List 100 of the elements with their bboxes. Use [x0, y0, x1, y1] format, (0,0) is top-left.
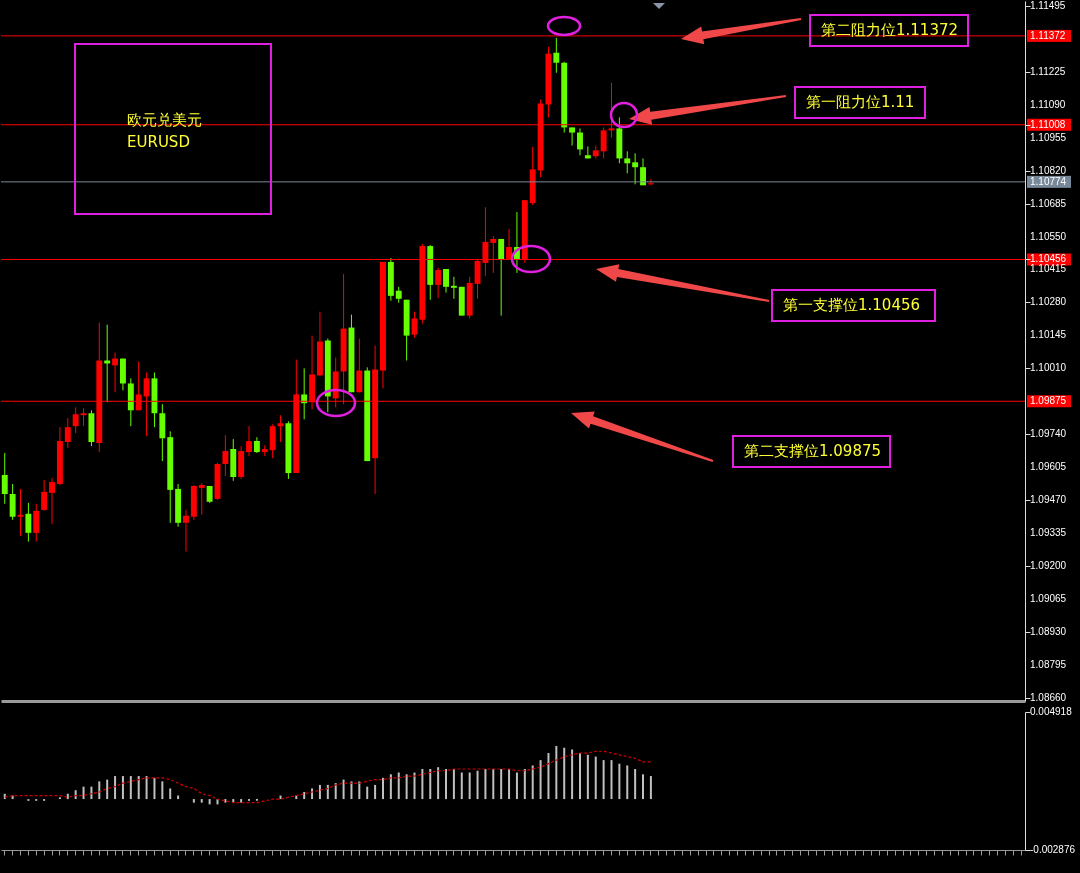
- y-tick-label: 1.08930: [1030, 625, 1067, 637]
- bar: [318, 784, 321, 800]
- y-tick-label: 1.11008: [1030, 118, 1066, 130]
- y-tick-label: 1.09065: [1030, 592, 1067, 604]
- bar: [208, 799, 211, 805]
- y-tick-label: 1.09740: [1030, 428, 1067, 440]
- candlestick: [49, 477, 55, 525]
- bar: [145, 776, 148, 800]
- y-tick-label: 1.08795: [1030, 658, 1067, 670]
- y-tick-label: 1.10415: [1030, 263, 1067, 275]
- y-tick-label: 1.10010: [1030, 362, 1067, 374]
- bar: [555, 745, 558, 800]
- bar: [547, 753, 550, 800]
- bar: [626, 765, 629, 800]
- bar: [240, 799, 243, 803]
- bar: [98, 781, 101, 800]
- y-tick-label: 1.10955: [1030, 131, 1067, 143]
- bar: [326, 784, 329, 800]
- bar: [594, 756, 597, 800]
- bar: [429, 768, 432, 800]
- bar: [515, 772, 518, 800]
- line-series: [4, 750, 652, 804]
- bar: [508, 768, 511, 800]
- y-tick-label: 1.10145: [1030, 329, 1067, 341]
- bar: [121, 776, 124, 800]
- candlestick: [435, 267, 442, 299]
- candlestick: [41, 479, 48, 512]
- bar: [571, 749, 574, 800]
- candlestick: [1, 452, 8, 505]
- candlestick: [183, 509, 189, 553]
- candlestick: [25, 502, 32, 543]
- candlestick: [553, 37, 560, 74]
- bar: [476, 770, 479, 800]
- y-tick-label: 1.10685: [1030, 197, 1067, 209]
- y-tick-label: 1.09335: [1030, 527, 1067, 539]
- bar: [334, 783, 337, 800]
- candlestick: [569, 126, 576, 146]
- candlestick: [33, 503, 40, 543]
- bar: [539, 760, 542, 800]
- ref-line-label: 第二支撑位1.09875: [732, 435, 891, 469]
- candlestick: [632, 152, 639, 185]
- bar: [445, 768, 448, 800]
- bar: [397, 772, 400, 800]
- bar: [563, 747, 566, 800]
- ref-line-label: 第一支撑位1.10456: [771, 289, 936, 323]
- candlestick: [269, 423, 276, 459]
- y-tick-label: 1.10280: [1030, 296, 1067, 308]
- y-tick-label: 1.11225: [1030, 65, 1066, 77]
- bar: [437, 767, 440, 800]
- bar: [192, 799, 195, 803]
- candlestick: [624, 150, 631, 174]
- candlestick: [600, 126, 607, 159]
- y-tick-label: 1.09875: [1030, 395, 1067, 407]
- bar: [452, 768, 455, 800]
- bar: [200, 799, 203, 803]
- bar: [610, 760, 613, 800]
- bar: [381, 777, 384, 800]
- y-tick-label: 1.11372: [1030, 29, 1066, 41]
- bar: [460, 772, 463, 800]
- bar: [413, 772, 416, 800]
- candlestick: [246, 425, 252, 457]
- bar: [358, 781, 361, 800]
- bar: [366, 786, 369, 800]
- candlestick: [450, 276, 457, 300]
- bar: [634, 768, 637, 800]
- bar: [161, 781, 164, 800]
- bar: [468, 772, 471, 800]
- bar: [500, 768, 503, 800]
- bar: [106, 779, 109, 800]
- y-tick-label: 1.09605: [1030, 461, 1067, 473]
- y-tick-label: 1.08660: [1030, 691, 1067, 703]
- bar: [492, 768, 495, 800]
- bar: [82, 786, 85, 800]
- candlestick: [584, 145, 591, 159]
- bar: [66, 793, 69, 800]
- candlestick: [498, 238, 505, 317]
- bar: [374, 784, 377, 800]
- candlestick: [301, 367, 308, 420]
- bar: [153, 777, 156, 800]
- candlestick: [9, 483, 16, 521]
- y-tick-label: 1.11495: [1030, 0, 1066, 11]
- bar: [421, 768, 424, 800]
- bar: [342, 779, 345, 800]
- bar: [484, 768, 487, 800]
- bar: [405, 774, 408, 800]
- y-tick-label: 1.10774: [1030, 175, 1067, 187]
- bar: [586, 754, 589, 800]
- y-tick-label: 1.10550: [1030, 230, 1067, 242]
- candlestick: [72, 406, 79, 434]
- candlestick: [222, 434, 229, 477]
- bar: [602, 760, 605, 800]
- bar: [114, 776, 117, 800]
- candlestick: [112, 351, 119, 393]
- ref-line-label: 第一阻力位1.11: [794, 85, 926, 119]
- y-tick-label: 0.004918: [1030, 706, 1073, 717]
- bar: [649, 776, 652, 800]
- y-tick-label: 1.09200: [1030, 560, 1067, 572]
- bar: [531, 765, 534, 800]
- ref-line-label: 第二阻力位1.11372: [809, 13, 969, 47]
- bar: [169, 788, 172, 800]
